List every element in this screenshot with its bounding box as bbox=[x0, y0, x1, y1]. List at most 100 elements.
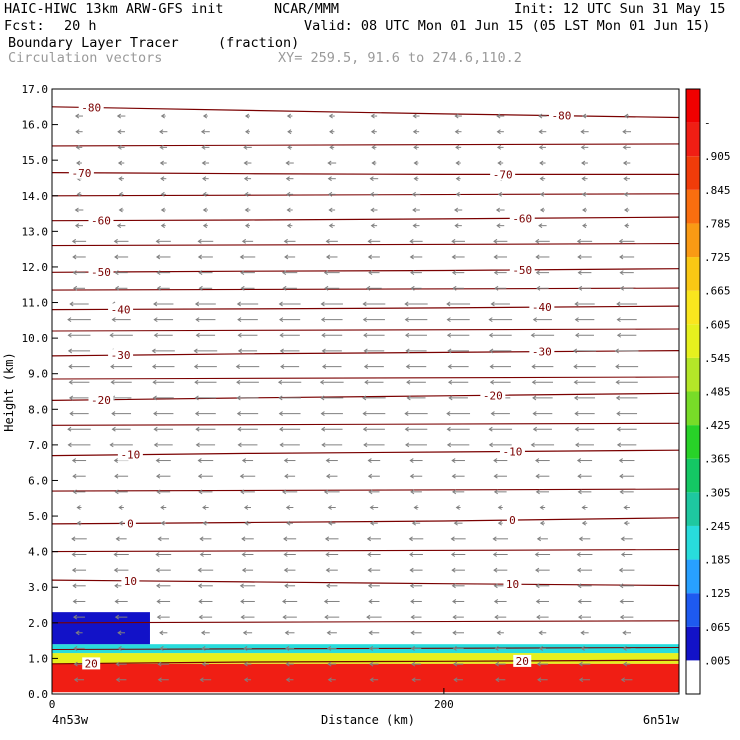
circulation-vector bbox=[159, 160, 167, 166]
isotherm-0 bbox=[52, 517, 679, 525]
circulation-vector bbox=[319, 379, 344, 385]
circulation-vector bbox=[532, 317, 552, 323]
contour-line-5 bbox=[52, 376, 679, 380]
circulation-vector bbox=[539, 191, 545, 197]
y-tick-label: 13.0 bbox=[22, 225, 49, 238]
circulation-vector bbox=[284, 254, 296, 260]
circulation-vector bbox=[620, 552, 633, 557]
circulation-vector bbox=[574, 301, 595, 307]
circulation-vector bbox=[323, 489, 340, 495]
circulation-vector bbox=[493, 567, 508, 573]
circulation-vector bbox=[156, 599, 171, 604]
circulation-vector bbox=[200, 630, 210, 636]
circulation-vector bbox=[446, 411, 471, 416]
circulation-vector bbox=[109, 442, 133, 448]
isotherm-label-bg bbox=[503, 578, 522, 591]
isotherm-label-bg bbox=[124, 517, 136, 530]
circulation-vector bbox=[578, 614, 591, 620]
circulation-vector bbox=[240, 489, 255, 495]
circulation-vector bbox=[582, 207, 587, 213]
isotherm-label-bg bbox=[490, 168, 516, 181]
circulation-vector bbox=[453, 677, 463, 683]
circulation-vector bbox=[367, 238, 381, 244]
circulation-vector bbox=[451, 270, 465, 276]
circulation-vector bbox=[532, 426, 552, 432]
circulation-vector bbox=[285, 646, 295, 651]
circulation-vector bbox=[326, 583, 338, 589]
colorbar-label: .305 bbox=[704, 486, 731, 499]
circulation-vector bbox=[327, 176, 336, 182]
colorbar-swatch bbox=[686, 257, 700, 291]
circulation-vector bbox=[577, 489, 592, 495]
circulation-vector bbox=[368, 646, 379, 651]
circulation-vector bbox=[531, 379, 554, 385]
circulation-vector bbox=[454, 129, 462, 135]
circulation-vector bbox=[580, 630, 589, 636]
circulation-vector bbox=[619, 285, 634, 291]
y-tick-label: 7.0 bbox=[28, 439, 48, 452]
colorbar-swatch bbox=[686, 626, 700, 661]
circulation-vector bbox=[618, 567, 635, 573]
circulation-vector bbox=[155, 567, 171, 573]
circulation-vector bbox=[580, 144, 589, 150]
circulation-vector bbox=[321, 442, 343, 448]
circulation-vector bbox=[616, 426, 637, 432]
circulation-vector bbox=[197, 583, 213, 589]
circulation-vector bbox=[76, 520, 82, 526]
circulation-vector bbox=[156, 614, 170, 620]
circulation-vector bbox=[152, 379, 175, 385]
circulation-vector bbox=[413, 160, 419, 166]
circulation-vector bbox=[455, 191, 461, 197]
circulation-vector bbox=[68, 395, 90, 401]
circulation-vector bbox=[69, 411, 89, 416]
circulation-vector bbox=[159, 630, 168, 636]
circulation-vector bbox=[279, 317, 301, 323]
circulation-vector bbox=[67, 317, 91, 323]
circulation-vector bbox=[68, 379, 90, 385]
circulation-vector bbox=[160, 505, 167, 510]
circulation-vector bbox=[616, 411, 638, 416]
isotherm-label--20: -20 bbox=[91, 394, 111, 407]
circulation-vector bbox=[446, 426, 470, 432]
circulation-vector bbox=[405, 364, 427, 370]
circulation-vector bbox=[281, 270, 298, 276]
colorbar-label: .245 bbox=[704, 520, 731, 533]
circulation-vector bbox=[287, 144, 293, 150]
circulation-vector bbox=[329, 144, 335, 150]
circulation-vector bbox=[285, 677, 294, 683]
circulation-vector bbox=[67, 442, 91, 448]
y-tick-label: 11.0 bbox=[22, 297, 49, 310]
colorbar-swatch bbox=[686, 156, 700, 190]
circulation-vector bbox=[577, 599, 592, 604]
isotherm-label--30: -30 bbox=[111, 349, 131, 362]
circulation-vector bbox=[577, 254, 592, 260]
circulation-vector bbox=[282, 285, 297, 291]
circulation-vector bbox=[243, 176, 252, 182]
tracer-layer-1 bbox=[52, 653, 679, 664]
circulation-vector bbox=[488, 442, 512, 448]
circulation-vector bbox=[244, 223, 250, 229]
circulation-vector bbox=[413, 505, 419, 510]
circulation-vector bbox=[159, 129, 168, 135]
circulation-vector bbox=[576, 238, 593, 244]
circulation-vector bbox=[454, 207, 463, 213]
circulation-vector bbox=[282, 614, 297, 620]
circulation-vector bbox=[237, 426, 258, 432]
circulation-vector bbox=[153, 411, 174, 416]
circulation-vector bbox=[405, 442, 427, 448]
y-tick-label: 5.0 bbox=[28, 510, 48, 523]
circulation-vector bbox=[284, 473, 296, 479]
colorbar-swatch bbox=[686, 122, 700, 157]
isotherm-label--20: -20 bbox=[483, 389, 503, 402]
circulation-vector bbox=[497, 505, 503, 510]
circulation-vector bbox=[493, 473, 507, 479]
circulation-vector bbox=[236, 301, 259, 307]
circulation-vector bbox=[283, 567, 296, 573]
circulation-vector bbox=[325, 552, 339, 557]
circulation-vector bbox=[538, 223, 547, 229]
isotherm-label-bg bbox=[480, 389, 506, 402]
circulation-vector bbox=[118, 207, 124, 213]
colorbar-swatch bbox=[686, 324, 700, 358]
circulation-vector bbox=[199, 677, 212, 683]
